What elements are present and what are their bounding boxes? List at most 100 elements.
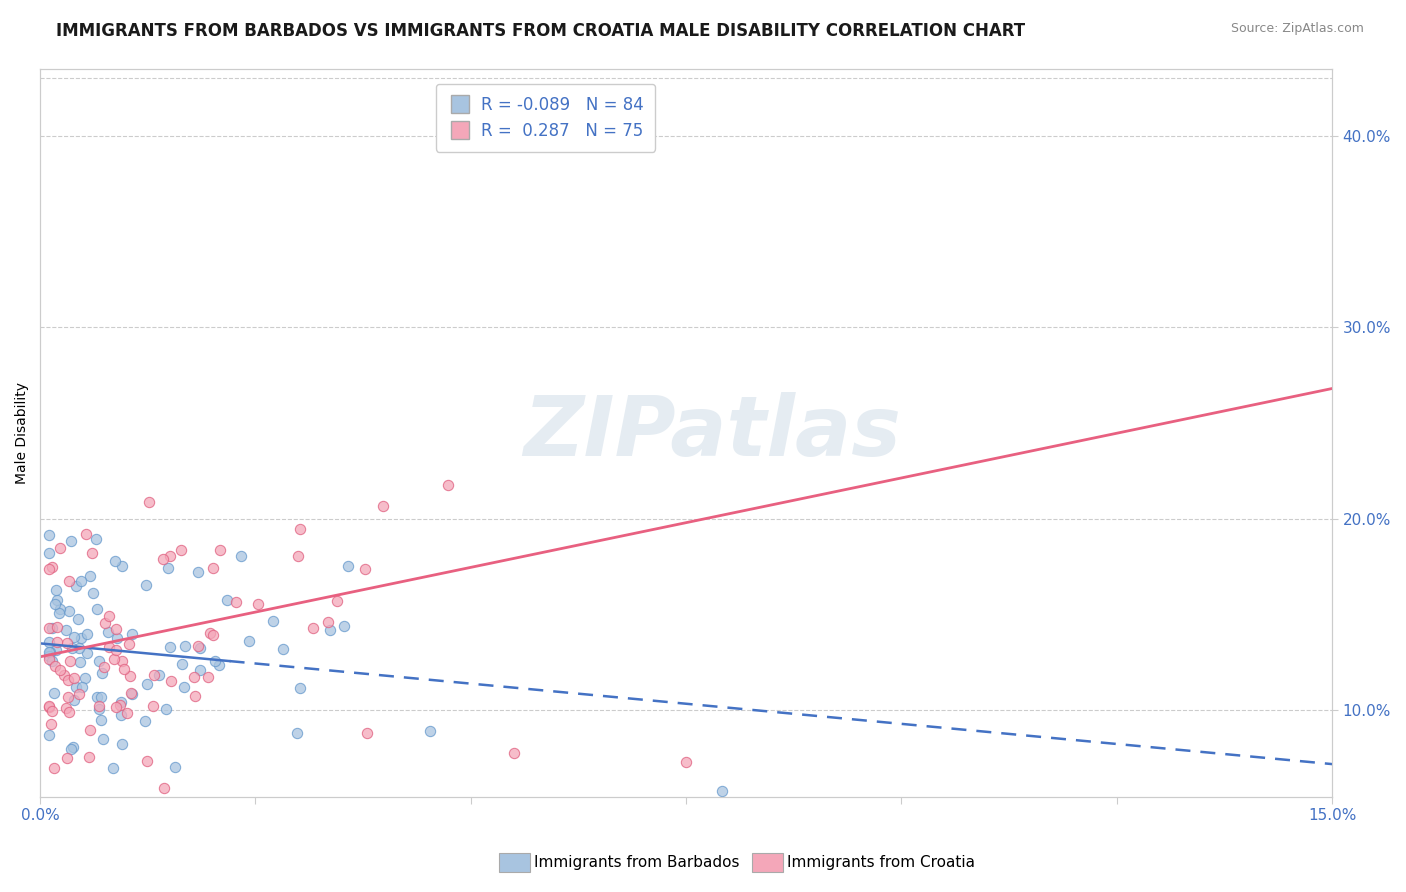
Point [55,623,77,637]
Point [112,662,135,676]
Point [142,699,165,714]
Point [172,657,194,672]
Point [56,690,79,704]
Point [48,606,70,620]
Point [183,669,205,683]
Point [58,705,80,719]
Point [217,592,239,607]
Point [80,546,103,560]
Point [58,574,80,588]
Point [198,626,221,640]
Point [136,676,159,690]
Point [105,622,128,636]
Point [271,641,294,656]
Point [288,523,311,537]
Point [38,528,60,542]
Point [91,666,114,681]
Point [436,477,458,491]
Point [97,625,120,640]
Point [38,728,60,742]
Point [197,670,219,684]
Point [86,533,108,547]
Point [419,723,441,738]
Text: Immigrants from Barbados: Immigrants from Barbados [534,855,740,870]
Point [63,693,86,707]
Text: Source: ZipAtlas.com: Source: ZipAtlas.com [1230,22,1364,36]
Point [143,668,166,682]
Point [87,654,110,668]
Point [52,668,75,682]
Point [38,645,60,659]
Point [86,690,108,704]
Point [121,627,143,641]
Point [174,639,197,653]
Point [59,534,82,549]
Point [90,690,112,704]
Point [97,640,120,655]
Point [373,499,395,513]
Point [165,760,187,774]
Legend: R = -0.089   N = 84, R =  0.287   N = 75: R = -0.089 N = 84, R = 0.287 N = 75 [436,84,655,152]
Point [247,597,270,611]
Point [38,700,60,714]
Point [159,549,181,564]
Point [41,704,63,718]
Point [184,689,207,703]
Point [153,780,176,795]
Point [118,669,141,683]
Point [79,569,101,583]
Point [91,732,114,747]
Point [187,565,209,579]
Point [41,621,63,635]
Point [38,645,60,659]
Point [49,541,72,556]
Point [121,687,143,701]
Point [209,543,232,558]
Point [60,640,83,655]
Point [44,659,66,673]
Point [225,595,247,609]
Point [319,623,342,637]
Point [39,717,62,731]
Point [118,637,141,651]
Point [77,750,100,764]
Point [38,562,60,576]
Point [82,586,104,600]
Point [135,577,157,591]
Point [93,660,115,674]
Point [70,631,93,645]
Point [120,686,142,700]
Point [204,654,226,668]
Point [75,527,97,541]
Point [98,608,121,623]
Point [105,699,128,714]
Point [110,695,132,709]
Point [138,495,160,509]
Point [69,655,91,669]
Point [46,635,69,649]
Point [59,654,82,668]
Point [87,702,110,716]
Point [58,604,80,618]
Point [38,649,60,664]
Point [45,582,67,597]
Point [65,680,87,694]
Point [105,631,128,645]
Point [134,714,156,728]
Point [170,542,193,557]
Point [90,714,112,728]
Point [79,723,101,737]
Point [135,754,157,768]
Point [155,701,177,715]
Point [103,651,125,665]
Point [38,652,60,666]
Point [38,698,60,713]
Point [287,725,309,739]
Point [70,574,93,588]
Point [110,559,132,574]
Point [202,628,225,642]
Point [70,680,93,694]
Text: IMMIGRANTS FROM BARBADOS VS IMMIGRANTS FROM CROATIA MALE DISABILITY CORRELATION : IMMIGRANTS FROM BARBADOS VS IMMIGRANTS F… [56,22,1025,40]
Point [67,640,90,655]
Point [38,546,60,560]
